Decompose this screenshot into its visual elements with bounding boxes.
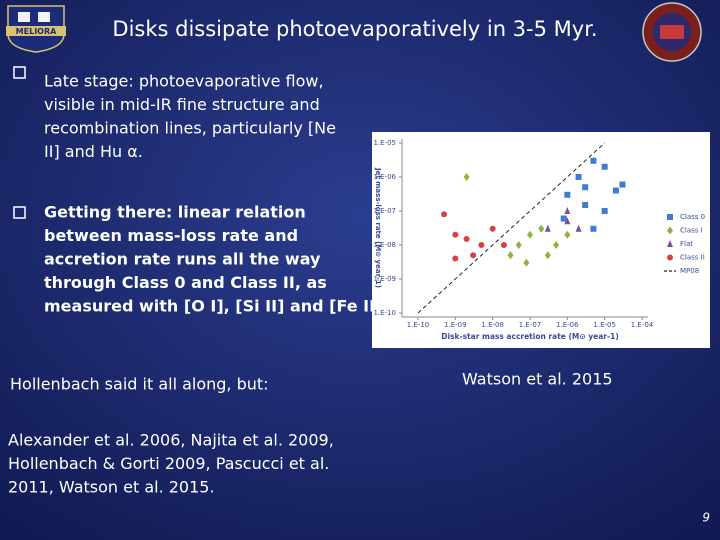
x-tick-label: 1.E-05 [593,321,616,329]
x-tick-label: 1.E-06 [556,321,579,329]
data-point [527,230,533,239]
text-line: Late stage: photoevaporative flow, [44,72,324,91]
y-tick-label: 1.E-05 [373,139,396,147]
reference-line [417,142,606,314]
logo-text: MELIORA [16,27,57,36]
data-point [523,258,530,267]
x-tick-label: 1.E-07 [519,321,542,329]
legend-marker [667,226,673,235]
text-line: Alexander et al. 2006, Najita et al. 200… [8,431,334,450]
data-point [582,202,589,209]
logo-left: MELIORA [6,5,66,53]
data-point [538,224,545,233]
text-line: Hollenbach & Gorti 2009, Pascucci et al. [8,454,329,473]
x-tick-label: 1.E-04 [631,321,654,329]
data-point [489,225,496,232]
text-line: Watson et al. 2015 [462,370,613,389]
x-axis-label: Disk-star mass accretion rate (M⊙ year-1… [441,332,619,341]
data-point [582,184,589,191]
y-tick-label: 1.E-08 [373,241,396,249]
bullet-icon [13,66,26,79]
text-line: visible in mid-IR fine structure and [44,95,320,114]
data-point [544,251,551,260]
data-point [500,242,507,248]
data-point [463,236,470,243]
text-line: through Class 0 and Class II, as [44,273,327,292]
data-point [612,187,619,194]
data-point [441,211,448,218]
y-tick-label: 1.E-06 [373,173,396,181]
data-point [478,242,485,248]
text-line: 9 [702,511,710,525]
data-point [452,231,459,238]
data-point [507,251,514,260]
legend-label: Class 0 [680,213,705,221]
data-point [601,163,608,170]
data-point [590,157,597,164]
x-tick-label: 1.E-10 [407,321,430,329]
x-tick-label: 1.E-09 [444,321,467,329]
data-point [575,224,582,232]
data-point [463,173,470,181]
y-tick-label: 1.E-09 [373,275,396,283]
legend-label: Class II [680,254,705,262]
data-point [470,252,477,259]
legend-label: Class I [680,227,703,235]
x-tick-label: 1.E-08 [481,321,504,329]
data-point [564,207,571,214]
legend-marker [667,214,673,220]
text-line: measured with [O I], [Si II] and [Fe II]… [44,297,388,316]
data-point [515,241,522,249]
y-axis-label: Jet mass-loss rate (M⊙ year-1) [374,167,382,288]
data-point [619,181,626,188]
text-line: II] and Hu α. [44,142,143,161]
bullet-icon [13,206,26,219]
legend-marker [667,254,673,261]
data-point [544,224,551,232]
legend-label: Flat [680,240,693,248]
data-point [601,208,608,214]
chart-panel [372,132,710,348]
data-point [564,230,571,239]
data-point [560,215,567,222]
text-line: 2011, Watson et al. 2015. [8,478,215,497]
text-line: between mass-loss rate and [44,226,298,245]
data-point [590,225,597,232]
legend-label: MP08 [680,267,699,275]
y-tick-label: 1.E-07 [373,207,396,215]
data-point [575,174,582,180]
data-point [452,255,459,262]
legend-marker [667,240,673,247]
text-line: accretion rate runs all the way [44,250,321,269]
text-line: Getting there: linear relation [44,203,306,222]
data-point [564,191,571,198]
y-tick-label: 1.E-10 [373,309,396,317]
slide-title: Disks dissipate photoevaporatively in 3-… [112,17,597,41]
text-line: Hollenbach said it all along, but: [10,375,269,394]
logo-right [642,2,702,62]
text-line: recombination lines, particularly [Ne [44,119,336,138]
data-point [564,217,571,225]
data-point [553,241,560,249]
